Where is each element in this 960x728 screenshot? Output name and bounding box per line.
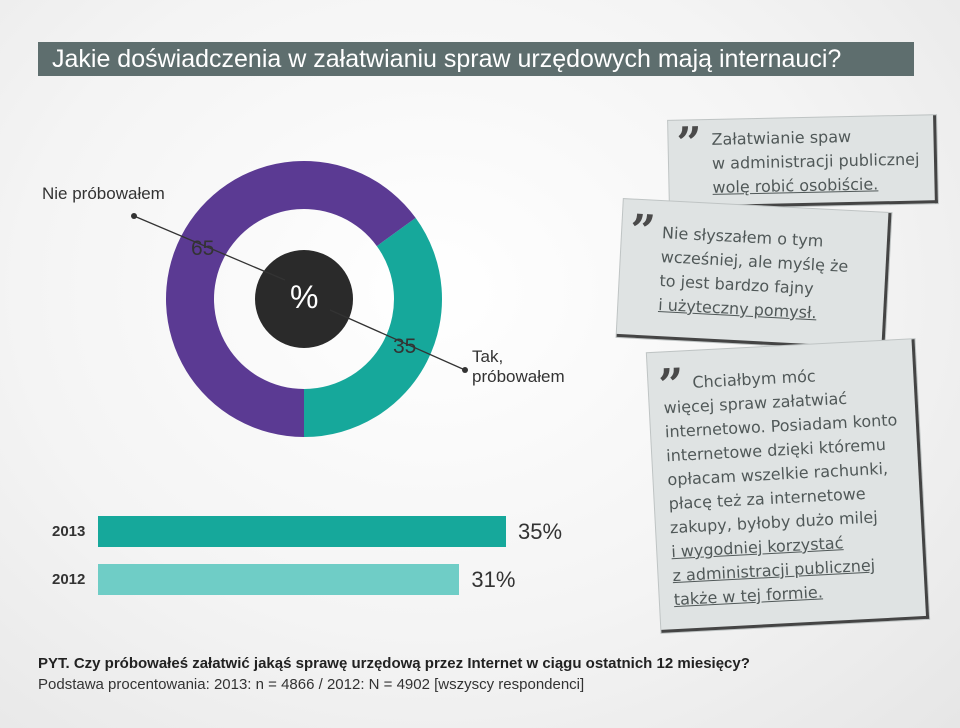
donut-label-no: Nie próbowałem (42, 184, 165, 203)
bar-category-2013: 2013 (52, 523, 86, 540)
donut-slice-no (165, 160, 416, 437)
page-title: Jakie doświadczenia w załatwianiu spraw … (38, 42, 914, 76)
survey-base: Podstawa procentowania: 2013: n = 4866 /… (38, 676, 585, 693)
quote-mark-icon: ” (657, 359, 686, 412)
donut-value-yes: 35 (393, 335, 417, 358)
donut-center (255, 250, 353, 348)
quote-1-line-3: wolę robić osobiście. (712, 174, 879, 197)
donut-center-label: % (290, 279, 319, 315)
donut-value-no: 65 (191, 237, 215, 260)
quote-mark-icon: ” (628, 205, 657, 258)
bar-2012 (98, 564, 460, 595)
quote-card-3: ” Chciałbym móc więcej spraw załatwiać i… (646, 339, 930, 633)
leader-dot-no (131, 213, 137, 219)
quote-mark-icon: ” (676, 118, 703, 170)
donut-slice-yes (304, 217, 442, 437)
donut-label-yes: Tak, próbowałem (472, 347, 565, 387)
donut-label-yes-line2: próbowałem (472, 367, 565, 386)
quote-1-line-2: w administracji publicznej (711, 149, 920, 173)
bar-2013 (98, 516, 506, 547)
leader-dot-yes (462, 367, 468, 373)
leader-line-no (133, 215, 286, 281)
leader-line-yes (329, 309, 466, 371)
survey-question: PYT. Czy próbowałeś załatwić jakąś spraw… (38, 655, 750, 672)
bar-value-2013: 35% (518, 519, 563, 544)
donut-label-yes-line1: Tak, (472, 347, 504, 366)
bar-category-2012: 2012 (52, 571, 86, 588)
bar-value-2012: 31% (471, 567, 516, 592)
quote-card-1: ” Załatwianie spaw w administracji publi… (668, 115, 938, 209)
quote-card-2: ” Nie słyszałem o tym wcześniej, ale myś… (616, 199, 892, 351)
